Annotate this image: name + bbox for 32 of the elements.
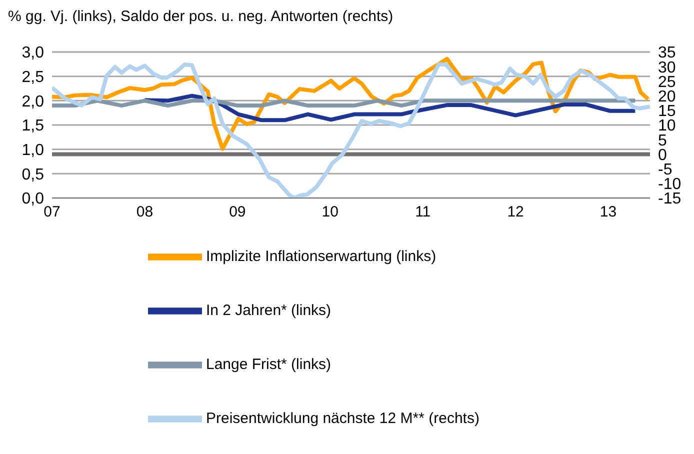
y2-tick-label: -5 [658,161,672,178]
y-tick-label: 2,5 [22,69,44,86]
legend-label: Implizite Inflationserwartung (links) [206,248,436,265]
y2-tick-label: 20 [658,88,676,106]
y-tick-label: 3,0 [22,44,44,62]
y2-tick-label: 25 [658,74,676,91]
legend-label: Lange Frist* (links) [206,356,332,373]
legend-label: In 2 Jahren* (links) [206,302,332,319]
y2-tick-label: -10 [658,176,682,194]
y2-tick-label: 35 [658,44,676,62]
x-tick-label: 11 [415,204,431,221]
y2-tick-label: 15 [658,103,676,120]
y-tick-label: 1,5 [22,118,44,135]
y2-tick-label: 10 [658,118,676,135]
y-tick-label: 0,0 [22,190,44,208]
chart-title: % gg. Vj. (links), Saldo der pos. u. neg. Antworten (rechts) [8,8,394,25]
x-tick-label: 10 [322,204,338,221]
y-tick-label: 0,5 [22,166,44,184]
y-tick-label: 2,0 [22,93,44,110]
line-series [52,62,650,198]
x-tick-label: 07 [44,204,60,221]
y2-tick-label: 30 [658,59,676,76]
x-tick-label: 12 [507,204,524,221]
y2-tick-label: 0 [658,146,667,164]
x-tick-label: 08 [136,204,154,221]
x-tick-label: 13 [600,204,617,221]
legend-label: Preisentwicklung nächste 12 M** (rechts) [206,410,480,427]
x-tick-label: 09 [229,204,246,221]
y2-tick-label: 5 [658,132,667,150]
y2-tick-label: -15 [658,190,682,208]
y-tick-label: 1,0 [22,142,44,160]
line-series [142,94,638,122]
